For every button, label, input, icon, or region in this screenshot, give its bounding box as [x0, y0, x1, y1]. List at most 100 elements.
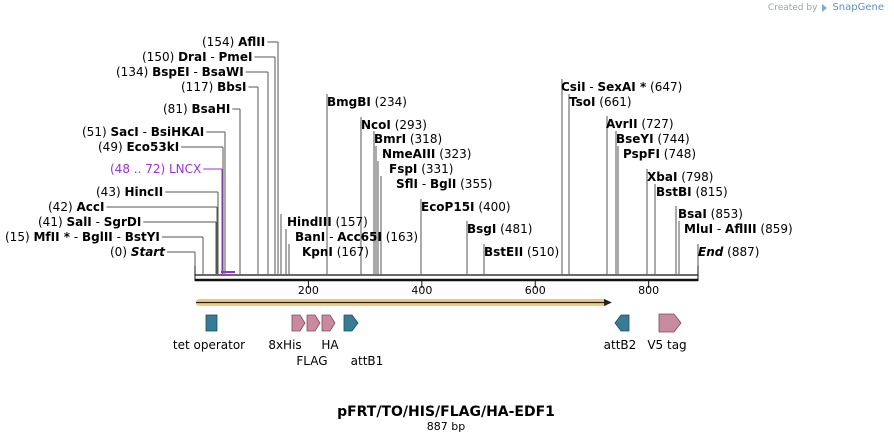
site-label[interactable]: BstBI (815) — [656, 185, 728, 199]
feature-label-ha: HA — [321, 338, 339, 352]
site-label[interactable]: BstEII (510) — [484, 245, 559, 259]
site-name: LNCX — [169, 162, 201, 176]
site-name: SgrDI — [104, 215, 142, 229]
site-name: BspEI — [152, 65, 190, 79]
site-label[interactable]: (134) BspEI - BsaWI — [116, 65, 244, 79]
site-label[interactable]: (0) Start — [110, 245, 166, 259]
site-name: - — [70, 230, 82, 244]
site-name: KpnI — [302, 245, 333, 259]
site-label[interactable]: SflI - BglI (355) — [396, 177, 492, 191]
site-name: BanI — [295, 230, 325, 244]
site-name: - — [113, 230, 125, 244]
site-name: HindIII — [287, 215, 332, 229]
site-name: - — [139, 125, 151, 139]
feature-tet-operator[interactable]: tet operator — [173, 314, 245, 352]
site-position: (798) — [677, 170, 713, 184]
site-position: (48 .. 72) — [110, 162, 169, 176]
site-name: - — [190, 65, 202, 79]
site-label[interactable]: NcoI (293) — [361, 118, 427, 132]
site-label[interactable]: (41) SalI - SgrDI — [38, 215, 141, 229]
site-label[interactable]: EcoP15I (400) — [421, 200, 511, 214]
feature-label-8xhis: 8xHis — [268, 338, 301, 352]
feature-label-v5-tag: V5 tag — [647, 338, 686, 352]
site-name: - — [207, 50, 219, 64]
feature-ha[interactable]: HA — [321, 314, 339, 352]
site-label[interactable]: (150) DraI - PmeI — [142, 50, 252, 64]
site-label[interactable]: TsoI (661) — [569, 95, 632, 109]
ruler: 200 400 600 800 — [298, 281, 659, 297]
site-position: (815) — [692, 185, 728, 199]
site-label[interactable]: BmgBI (234) — [327, 95, 407, 109]
site-name: AvrII — [606, 117, 638, 131]
site-label[interactable]: FspI (331) — [389, 162, 454, 176]
site-label[interactable]: BsgI (481) — [467, 222, 532, 236]
site-label[interactable]: (15) MfII * - BglII - BstYI — [5, 230, 160, 244]
site-label[interactable]: XbaI (798) — [647, 170, 714, 184]
feature-label-attb1: attB1 — [351, 354, 384, 368]
site-name: PspFI — [623, 147, 660, 161]
feature-8xhis[interactable]: 8xHis — [268, 314, 306, 352]
site-position: (481) — [496, 222, 532, 236]
feature-label-tet-operator: tet operator — [173, 338, 245, 352]
site-name: NcoI — [361, 118, 391, 132]
site-position: (853) — [707, 207, 743, 221]
site-position: (661) — [595, 95, 631, 109]
site-label[interactable]: (42) AccI — [48, 200, 104, 214]
site-label[interactable]: BanI - Acc65I (163) — [295, 230, 418, 244]
site-label[interactable]: (81) BsaHI — [163, 102, 230, 116]
site-label[interactable]: BmrI (318) — [374, 132, 442, 146]
site-label[interactable]: KpnI (167) — [302, 245, 369, 259]
site-name: SflI — [396, 177, 418, 191]
features: tet operator 8xHis FLAG HA attB1 attB2 V… — [173, 313, 687, 368]
plasmid-title: pFRT/TO/HIS/FLAG/HA-EDF1 — [337, 404, 555, 420]
site-position: (49) — [98, 140, 126, 154]
site-label[interactable]: HindIII (157) — [287, 215, 368, 229]
site-name: - — [418, 177, 430, 191]
site-label[interactable]: (51) SacI - BsiHKAI — [82, 125, 204, 139]
site-label[interactable]: CsiI - SexAI * (647) — [561, 80, 682, 94]
site-label[interactable]: PspFI (748) — [623, 147, 696, 161]
feature-v5-tag[interactable]: V5 tag — [647, 313, 687, 352]
site-name: PmeI — [219, 50, 253, 64]
site-label[interactable]: (117) BbsI — [181, 80, 246, 94]
site-position: (43) — [96, 185, 124, 199]
site-position: (0) — [110, 245, 131, 259]
plasmid-length: 887 bp — [427, 420, 465, 433]
site-name: AflIII — [725, 222, 757, 236]
feature-attb1[interactable]: attB1 — [343, 314, 384, 368]
site-label[interactable]: BsaI (853) — [678, 207, 743, 221]
site-name: AccI — [76, 200, 104, 214]
site-label[interactable]: NmeAIII (323) — [382, 147, 471, 161]
site-name: BglI — [430, 177, 456, 191]
site-name: - — [586, 80, 598, 94]
site-name: MluI — [684, 222, 713, 236]
site-name: NmeAIII — [382, 147, 435, 161]
site-label[interactable]: (154) AflII — [202, 35, 265, 49]
site-position: (887) — [723, 245, 759, 259]
site-label[interactable]: AvrII (727) — [606, 117, 674, 131]
feature-attb2[interactable]: attB2 — [604, 314, 637, 352]
site-position: (727) — [638, 117, 674, 131]
site-name: SexAI * — [598, 80, 647, 94]
site-label[interactable]: (48 .. 72) LNCX — [110, 162, 201, 176]
orf-arrow — [196, 299, 612, 306]
ruler-tick-label: 800 — [638, 284, 659, 297]
site-position: (293) — [391, 118, 427, 132]
site-label[interactable]: End (887) — [698, 245, 759, 259]
ruler-tick-label: 600 — [525, 284, 546, 297]
site-position: (42) — [48, 200, 76, 214]
site-label[interactable]: MluI - AflIII (859) — [684, 222, 793, 236]
site-name: FspI — [389, 162, 417, 176]
site-position: (167) — [333, 245, 369, 259]
site-label[interactable]: (43) HincII — [96, 185, 163, 199]
site-position: (647) — [646, 80, 682, 94]
site-position: (323) — [435, 147, 471, 161]
feature-label-attb2: attB2 — [604, 338, 637, 352]
feature-flag[interactable]: FLAG — [296, 314, 328, 368]
leader-lines — [106, 41, 699, 274]
site-position: (234) — [371, 95, 407, 109]
site-label[interactable]: BseYI (744) — [616, 132, 690, 146]
site-label[interactable]: (49) Eco53kI — [98, 140, 179, 154]
site-name: Eco53kI — [126, 140, 179, 154]
site-name: BseYI — [616, 132, 654, 146]
